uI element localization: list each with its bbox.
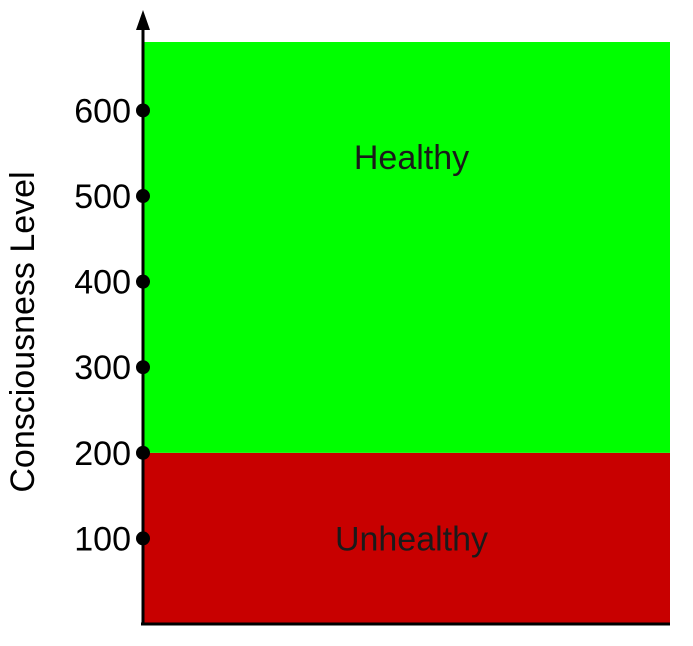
ticks-layer: 100 200 300 400 500 600	[74, 92, 150, 558]
y-axis-label: Consciousness Level	[4, 171, 42, 492]
band-unhealthy	[143, 452, 670, 624]
y-tick-label: 500	[74, 178, 131, 216]
y-tick-dot	[136, 445, 150, 460]
y-tick-label: 100	[74, 520, 131, 558]
y-tick-label: 300	[74, 349, 131, 387]
y-tick-dot	[136, 531, 150, 546]
y-tick-label: 200	[74, 435, 131, 473]
y-axis-arrow	[136, 10, 150, 30]
band-label-healthy: Healthy	[354, 139, 469, 177]
y-tick-dot	[136, 274, 150, 289]
bands-layer: Unhealthy Healthy	[143, 42, 670, 624]
y-tick-label: 600	[74, 92, 131, 130]
y-tick-dot	[136, 103, 150, 118]
y-tick-dot	[136, 360, 150, 375]
y-tick-dot	[136, 189, 150, 204]
band-label-unhealthy: Unhealthy	[335, 520, 488, 558]
y-tick-label: 400	[74, 264, 131, 302]
axes-layer	[136, 10, 670, 626]
band-healthy	[143, 42, 670, 453]
